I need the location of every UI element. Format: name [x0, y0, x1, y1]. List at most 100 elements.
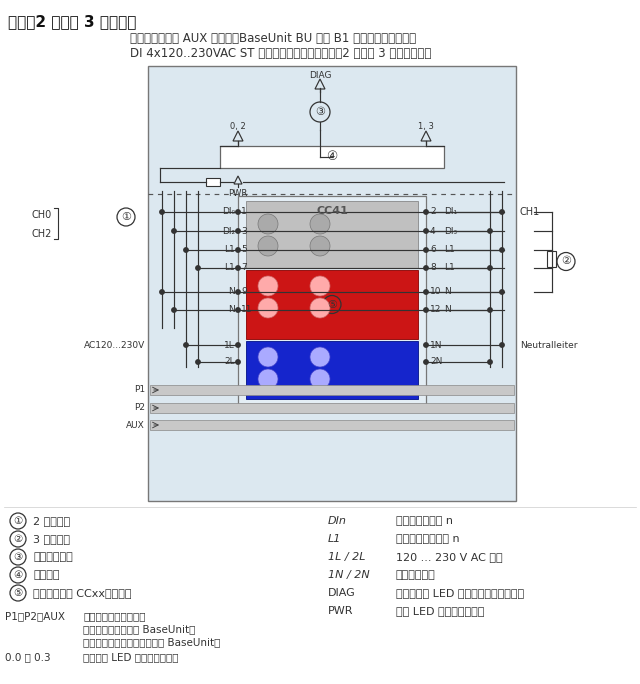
Text: 颜色标识标签 CCxx（可选）: 颜色标识标签 CCxx（可选）: [33, 588, 131, 598]
Circle shape: [424, 343, 428, 347]
Text: N: N: [228, 306, 235, 315]
Circle shape: [488, 308, 492, 312]
Text: 1L: 1L: [224, 341, 235, 350]
Circle shape: [184, 343, 188, 347]
Bar: [148, 66, 516, 501]
Text: P2: P2: [134, 404, 145, 412]
Text: L1: L1: [444, 246, 455, 254]
Text: 输入信号，通道 n: 输入信号，通道 n: [396, 516, 453, 526]
Text: ②: ②: [561, 256, 571, 267]
Circle shape: [236, 360, 240, 364]
Circle shape: [258, 276, 278, 296]
Text: ④: ④: [326, 150, 338, 163]
Text: ④: ④: [13, 570, 22, 580]
Text: PWR: PWR: [228, 189, 248, 198]
Text: L1: L1: [224, 246, 235, 254]
Circle shape: [500, 210, 504, 214]
Text: 连接左侧模块（深色 BaseUnit）: 连接左侧模块（深色 BaseUnit）: [83, 624, 195, 634]
Circle shape: [236, 248, 240, 252]
Text: P1、P2、AUX: P1、P2、AUX: [5, 611, 65, 621]
Text: DIn: DIn: [328, 516, 347, 526]
Text: 10: 10: [430, 287, 442, 296]
Text: DI₀: DI₀: [222, 207, 235, 217]
Text: 7: 7: [241, 263, 247, 272]
Text: 8: 8: [430, 263, 436, 272]
Text: ③: ③: [315, 107, 325, 117]
Bar: [547, 251, 556, 267]
Bar: [220, 146, 444, 168]
Text: 1L / 2L: 1L / 2L: [328, 552, 365, 562]
Text: 12: 12: [430, 306, 442, 315]
Circle shape: [172, 308, 176, 312]
Text: NeutraIleiter: NeutraIleiter: [520, 341, 577, 350]
Bar: [150, 420, 514, 430]
Circle shape: [310, 347, 330, 367]
Circle shape: [424, 248, 428, 252]
Text: 4: 4: [430, 226, 436, 235]
Circle shape: [310, 369, 330, 389]
Text: 2N: 2N: [430, 358, 442, 367]
Text: CH1: CH1: [520, 207, 540, 217]
Text: 中性导线连接: 中性导线连接: [396, 570, 436, 580]
Circle shape: [488, 266, 492, 270]
Text: 120 ... 230 V AC 供电: 120 ... 230 V AC 供电: [396, 552, 502, 562]
Text: AC120...230V: AC120...230V: [84, 341, 145, 350]
Circle shape: [424, 290, 428, 294]
Text: 断开与左侧模块的连接（浅色 BaseUnit）: 断开与左侧模块的连接（浅色 BaseUnit）: [83, 637, 220, 647]
Circle shape: [424, 360, 428, 364]
Text: 错误或诊断 LED 指示灯（绿色、红色）: 错误或诊断 LED 指示灯（绿色、红色）: [396, 588, 524, 598]
Text: L1: L1: [328, 534, 341, 544]
Circle shape: [424, 266, 428, 270]
Circle shape: [424, 210, 428, 214]
Text: DI₃: DI₃: [444, 226, 457, 235]
Circle shape: [258, 214, 278, 234]
Text: N: N: [444, 287, 451, 296]
Circle shape: [172, 229, 176, 233]
Text: 5: 5: [241, 246, 247, 254]
Text: 2: 2: [430, 207, 436, 217]
Circle shape: [488, 360, 492, 364]
Text: DI₂: DI₂: [222, 226, 235, 235]
Text: 编码器电源，通道 n: 编码器电源，通道 n: [396, 534, 460, 544]
Circle shape: [424, 229, 428, 233]
Text: DI₁: DI₁: [444, 207, 457, 217]
Circle shape: [236, 266, 240, 270]
Text: ②: ②: [13, 534, 22, 544]
Text: ⑤: ⑤: [327, 300, 337, 309]
Text: 连接：2 线制和 3 线制连接: 连接：2 线制和 3 线制连接: [8, 14, 136, 29]
Text: N: N: [228, 287, 235, 296]
Circle shape: [196, 266, 200, 270]
Text: AUX: AUX: [126, 421, 145, 430]
Text: 2L: 2L: [225, 358, 235, 367]
Text: L1: L1: [224, 263, 235, 272]
Text: CH2: CH2: [31, 229, 52, 239]
Circle shape: [500, 343, 504, 347]
Circle shape: [310, 214, 330, 234]
Text: PWR: PWR: [328, 606, 353, 616]
Text: ③: ③: [13, 552, 22, 562]
Circle shape: [184, 248, 188, 252]
Text: P1: P1: [134, 386, 145, 395]
Text: DI 4x120..230VAC ST 的方框图和端子分配示例（2 线制和 3 线制连接）。: DI 4x120..230VAC ST 的方框图和端子分配示例（2 线制和 3 …: [130, 47, 431, 60]
Bar: [246, 201, 418, 268]
Circle shape: [258, 369, 278, 389]
Circle shape: [160, 290, 164, 294]
Text: CC41: CC41: [316, 206, 348, 216]
Circle shape: [196, 360, 200, 364]
Text: 0.0 到 0.3: 0.0 到 0.3: [5, 652, 51, 662]
Bar: [150, 403, 514, 413]
Circle shape: [258, 347, 278, 367]
Bar: [238, 196, 426, 404]
Text: 2 线制连接: 2 线制连接: [33, 516, 70, 526]
Text: DIAG: DIAG: [308, 71, 332, 80]
Bar: [150, 385, 514, 395]
Circle shape: [236, 290, 240, 294]
Text: 输入电路: 输入电路: [33, 570, 60, 580]
Text: 1: 1: [241, 207, 247, 217]
Text: 自装配的内部电压总线: 自装配的内部电压总线: [83, 611, 145, 621]
Text: 1, 3: 1, 3: [418, 122, 434, 131]
Circle shape: [424, 308, 428, 312]
Text: 通道状态 LED 指示灯（绿色）: 通道状态 LED 指示灯（绿色）: [83, 652, 179, 662]
Text: 1N: 1N: [430, 341, 442, 350]
Circle shape: [310, 298, 330, 318]
